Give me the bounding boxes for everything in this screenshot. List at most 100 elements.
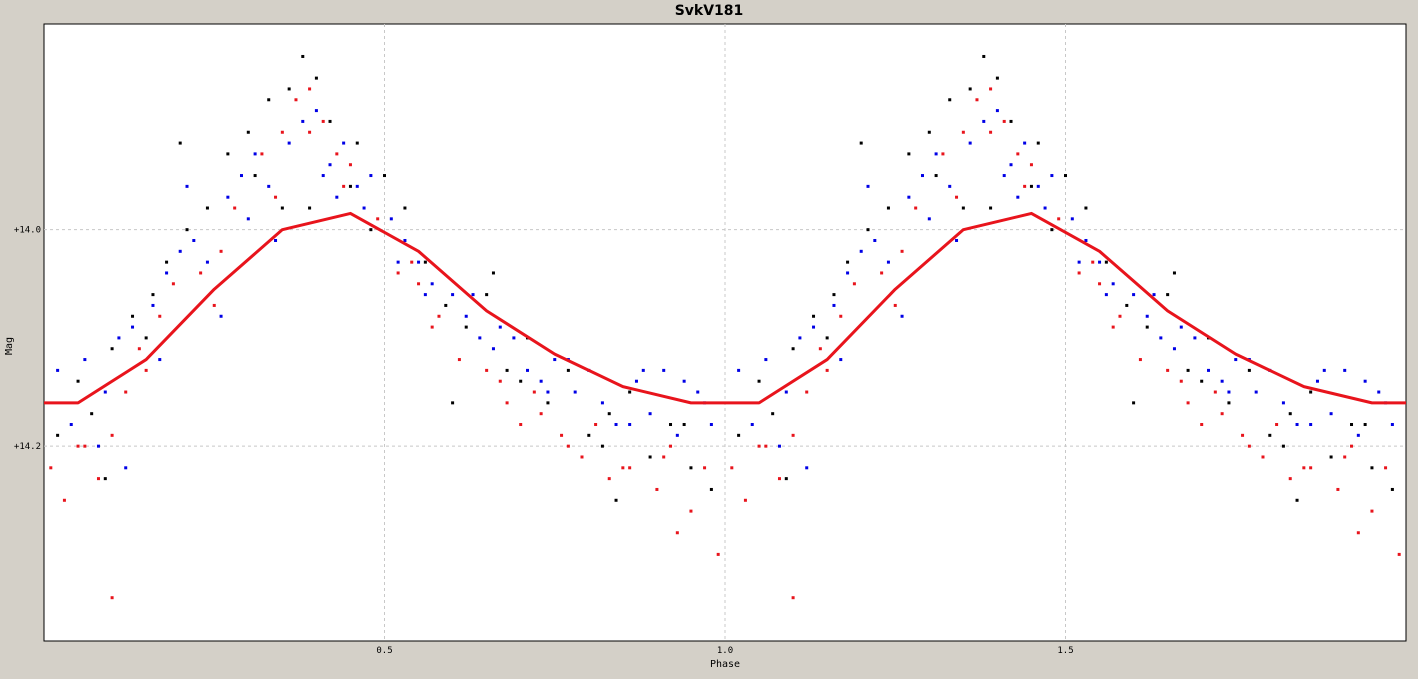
- red-point: [1343, 455, 1347, 459]
- black-point: [56, 433, 60, 437]
- blue-point: [417, 260, 421, 264]
- black-point: [1200, 379, 1204, 383]
- black-point: [1295, 498, 1299, 502]
- black-point: [1172, 271, 1176, 275]
- blue-point: [498, 325, 502, 329]
- black-point: [989, 206, 993, 210]
- blue-point: [641, 368, 645, 372]
- blue-point: [491, 347, 495, 351]
- red-point: [212, 303, 216, 307]
- red-point: [675, 531, 679, 535]
- black-point: [355, 141, 359, 145]
- red-point: [485, 368, 489, 372]
- red-point: [1002, 119, 1006, 123]
- blue-point: [165, 271, 169, 275]
- data-points: [49, 54, 1401, 600]
- chart-title: SvkV181: [674, 3, 744, 19]
- black-point: [1145, 325, 1149, 329]
- red-point: [1275, 423, 1279, 427]
- red-point: [1356, 531, 1360, 535]
- blue-point: [1281, 401, 1285, 405]
- blue-point: [1111, 282, 1115, 286]
- red-point: [716, 552, 720, 556]
- blue-point: [185, 184, 189, 188]
- red-point: [852, 282, 856, 286]
- red-point: [199, 271, 203, 275]
- black-point: [226, 152, 230, 156]
- red-point: [260, 152, 264, 156]
- red-point: [989, 130, 993, 134]
- black-point: [1186, 368, 1190, 372]
- red-point: [580, 455, 584, 459]
- blue-point: [1159, 336, 1163, 340]
- blue-point: [600, 401, 604, 405]
- black-point: [1166, 293, 1170, 297]
- red-point: [1370, 509, 1374, 513]
- black-point: [1050, 228, 1054, 232]
- blue-point: [1193, 336, 1197, 340]
- black-point: [383, 174, 386, 178]
- black-point: [103, 477, 107, 481]
- black-point: [144, 336, 148, 340]
- red-point: [1397, 552, 1401, 556]
- red-point: [703, 466, 707, 470]
- red-point: [1241, 433, 1245, 437]
- black-point: [485, 293, 489, 297]
- red-point: [880, 271, 884, 275]
- blue-point: [192, 238, 196, 242]
- black-point: [669, 423, 673, 427]
- black-point: [403, 206, 407, 210]
- red-point: [1247, 444, 1251, 448]
- blue-point: [253, 152, 257, 156]
- blue-point: [1002, 174, 1006, 178]
- blue-point: [56, 368, 60, 372]
- x-tick-label: 1.0: [717, 646, 733, 656]
- blue-point: [131, 325, 135, 329]
- blue-point: [1207, 368, 1211, 372]
- blue-point: [526, 368, 530, 372]
- blue-point: [239, 174, 243, 178]
- red-point: [607, 477, 611, 481]
- black-point: [886, 206, 890, 210]
- x-tick-label: 1.5: [1057, 646, 1073, 656]
- black-point: [267, 98, 271, 102]
- red-point: [566, 444, 570, 448]
- black-point: [165, 260, 169, 264]
- black-point: [1268, 433, 1272, 437]
- red-point: [539, 412, 543, 416]
- blue-point: [696, 390, 700, 394]
- red-point: [294, 98, 298, 102]
- blue-point: [103, 390, 107, 394]
- black-point: [205, 206, 209, 210]
- blue-point: [995, 109, 999, 113]
- black-point: [866, 228, 870, 232]
- red-point: [376, 217, 380, 221]
- red-point: [171, 282, 175, 286]
- red-point: [757, 444, 761, 448]
- blue-point: [628, 423, 632, 427]
- red-point: [158, 314, 162, 318]
- red-point: [532, 390, 536, 394]
- black-point: [1370, 466, 1374, 470]
- blue-point: [1098, 260, 1102, 264]
- blue-point: [709, 423, 713, 427]
- black-point: [689, 466, 693, 470]
- black-point: [1350, 423, 1354, 427]
- black-point: [607, 412, 611, 416]
- black-point: [491, 271, 495, 275]
- fit-line: [44, 211, 1406, 405]
- blue-point: [920, 174, 924, 178]
- red-point: [900, 249, 904, 253]
- black-point: [934, 174, 938, 178]
- black-point: [628, 390, 632, 394]
- blue-point: [1070, 217, 1074, 221]
- blue-point: [934, 152, 938, 156]
- red-point: [1186, 401, 1190, 405]
- red-point: [430, 325, 434, 329]
- red-point: [1077, 271, 1081, 275]
- blue-point: [907, 195, 911, 199]
- blue-point: [1363, 379, 1367, 383]
- red-point: [1138, 358, 1142, 362]
- red-point: [743, 498, 747, 502]
